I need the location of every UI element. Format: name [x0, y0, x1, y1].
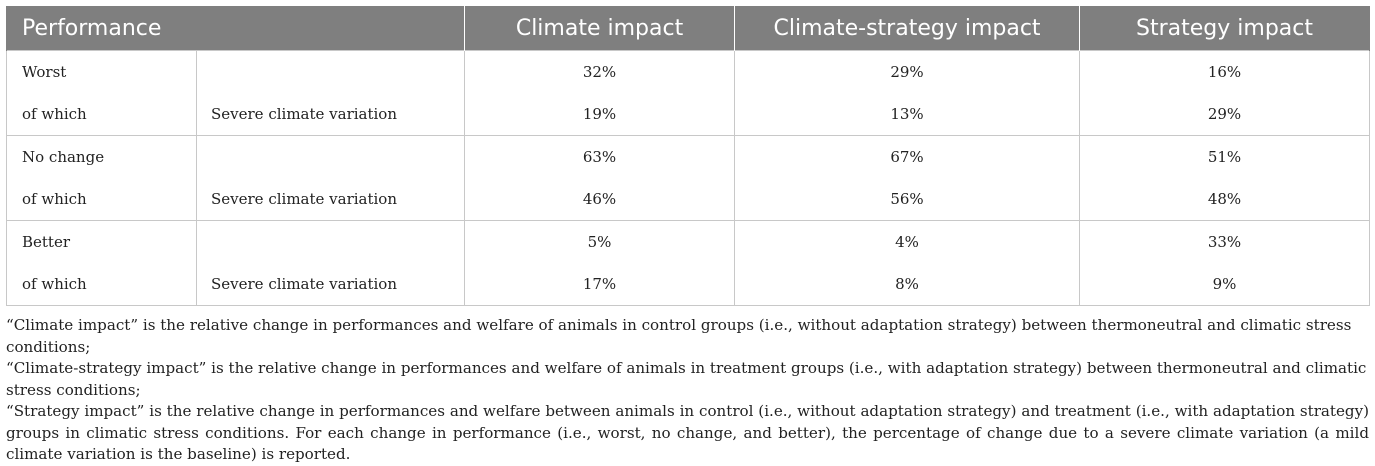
- cell-climate-strategy-impact: 8%: [734, 263, 1081, 306]
- cell-strategy-impact: 51%: [1079, 135, 1371, 178]
- cell-climate-strategy-impact: 4%: [734, 220, 1081, 263]
- table-header: Performance Climate impact Climate-strat…: [5, 6, 1371, 51]
- header-climate-strategy-impact: Climate-strategy impact: [734, 6, 1081, 51]
- cell-climate-impact: 63%: [464, 135, 736, 178]
- row-desc-empty: [195, 50, 466, 93]
- row-sub-desc: Severe climate variation: [195, 93, 466, 136]
- row-label: Better: [6, 220, 197, 263]
- footnote-climate-strategy-impact: “Climate-strategy impact” is the relativ…: [6, 359, 1367, 399]
- cell-strategy-impact: 48%: [1079, 178, 1371, 221]
- cell-strategy-impact: 33%: [1079, 220, 1371, 263]
- header-row: Performance Climate impact Climate-strat…: [5, 6, 1371, 51]
- row-desc-empty: [195, 220, 466, 263]
- cell-climate-impact: 19%: [464, 93, 736, 136]
- cell-climate-strategy-impact: 67%: [734, 135, 1081, 178]
- row-sub-desc: Severe climate variation: [195, 178, 466, 221]
- cell-strategy-impact: 9%: [1079, 263, 1371, 306]
- results-table: Performance Climate impact Climate-strat…: [5, 6, 1371, 306]
- table-row-worst-severe: of which Severe climate variation 19% 13…: [6, 93, 1371, 136]
- results-table-container: Performance Climate impact Climate-strat…: [5, 6, 1371, 306]
- cell-climate-strategy-impact: 13%: [734, 93, 1081, 136]
- header-climate-impact: Climate impact: [464, 6, 736, 51]
- cell-climate-strategy-impact: 56%: [734, 178, 1081, 221]
- row-sub-desc: Severe climate variation: [195, 263, 466, 306]
- row-sub-label: of which: [6, 263, 197, 306]
- table-row-no-change-severe: of which Severe climate variation 46% 56…: [6, 178, 1371, 221]
- row-label: Worst: [6, 50, 197, 93]
- cell-climate-impact: 5%: [464, 220, 736, 263]
- table-row-no-change: No change 63% 67% 51%: [6, 135, 1371, 178]
- table-row-worst: Worst 32% 29% 16%: [6, 50, 1371, 93]
- row-label: No change: [6, 135, 197, 178]
- footnote-climate-impact: “Climate impact” is the relative change …: [6, 316, 1352, 356]
- footnote-strategy-impact: “Strategy impact” is the relative change…: [6, 402, 1369, 463]
- table-body: Worst 32% 29% 16% of which Severe climat…: [6, 50, 1371, 306]
- table-row-better: Better 5% 4% 33%: [6, 220, 1371, 263]
- row-sub-label: of which: [6, 178, 197, 221]
- table-row-better-severe: of which Severe climate variation 17% 8%…: [6, 263, 1371, 306]
- header-performance: Performance: [5, 6, 466, 51]
- cell-strategy-impact: 29%: [1079, 93, 1371, 136]
- cell-climate-impact: 46%: [464, 178, 736, 221]
- row-desc-empty: [195, 135, 466, 178]
- cell-climate-impact: 17%: [464, 263, 736, 306]
- row-sub-label: of which: [6, 93, 197, 136]
- cell-climate-impact: 32%: [464, 50, 736, 93]
- header-strategy-impact: Strategy impact: [1079, 6, 1371, 51]
- table-footnote: “Climate impact” is the relative change …: [6, 315, 1369, 466]
- cell-climate-strategy-impact: 29%: [734, 50, 1081, 93]
- cell-strategy-impact: 16%: [1079, 50, 1371, 93]
